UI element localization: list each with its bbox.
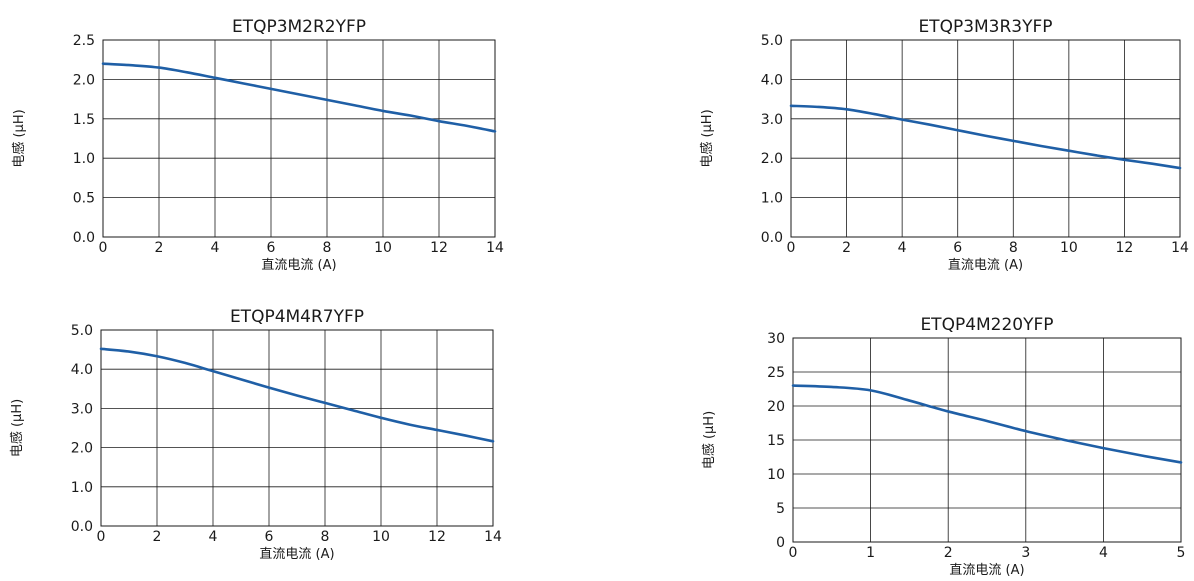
x-tick-label: 8 [1009, 240, 1018, 256]
y-axis-label: 电感 (µH) [699, 109, 715, 167]
y-tick-label: 2.5 [73, 33, 95, 49]
x-tick-label: 1 [866, 545, 875, 561]
chart-svg: ETQP4M220YFP 0 1 2 3 4 5 0 5 10 15 20 25 30 直流电流 (A) 电感… [701, 315, 1186, 578]
x-tick-label: 8 [323, 240, 332, 256]
x-tick-label: 14 [484, 529, 502, 545]
chart-title: ETQP3M3R3YFP [918, 17, 1052, 37]
chart-etqp4m220yfp: ETQP4M220YFP 0 1 2 3 4 5 0 5 10 15 20 25 30 直流电流 (A) 电感… [597, 288, 1194, 578]
y-tick-label: 1.0 [761, 191, 783, 207]
x-tick-label: 12 [1116, 240, 1134, 256]
y-tick-label: 2.0 [761, 151, 783, 167]
chart-svg: ETQP3M2R2YFP 0 2 4 6 8 10 12 14 0.0 0.5 1.0 1.5 2.0 2.… [11, 17, 504, 273]
y-tick-label: 3.0 [71, 401, 93, 417]
plot-frame [100, 329, 494, 527]
y-tick-label: 20 [767, 399, 785, 415]
y-axis-label: 电感 (µH) [701, 411, 717, 469]
y-tick-label: 3.0 [761, 112, 783, 128]
x-tick-label: 8 [321, 529, 330, 545]
chart-svg: ETQP4M4R7YFP 0 2 4 6 8 10 12 14 0.0 1.0 2.0 3.0 4.0 5.… [9, 307, 502, 562]
series-line [99, 347, 495, 443]
x-tick-label: 10 [372, 529, 390, 545]
y-tick-label: 0.0 [73, 230, 95, 246]
y-tick-label: 25 [767, 365, 785, 381]
y-tick-label: 10 [767, 467, 785, 483]
x-tick-label: 4 [209, 529, 218, 545]
x-tick-label: 0 [99, 240, 108, 256]
x-axis-label: 直流电流 (A) [261, 258, 336, 273]
y-tick-label: 1.0 [73, 151, 95, 167]
plot-frame [102, 39, 496, 238]
y-tick-label: 4.0 [761, 72, 783, 88]
x-tick-label: 2 [153, 529, 162, 545]
x-tick-label: 2 [842, 240, 851, 256]
x-tick-label: 0 [97, 529, 106, 545]
x-tick-label: 0 [789, 545, 798, 561]
y-tick-label: 0.0 [71, 519, 93, 535]
y-tick-label: 2.0 [73, 72, 95, 88]
x-axis-label: 直流电流 (A) [949, 563, 1024, 577]
x-tick-label: 5 [1177, 545, 1186, 561]
x-axis-label: 直流电流 (A) [948, 258, 1023, 273]
plot-frame [790, 39, 1181, 238]
x-tick-label: 4 [898, 240, 907, 256]
x-tick-label: 10 [1060, 240, 1078, 256]
y-tick-label: 4.0 [71, 362, 93, 378]
x-axis-label: 直流电流 (A) [259, 547, 334, 562]
y-tick-label: 1.0 [71, 480, 93, 496]
y-axis-label: 电感 (µH) [11, 109, 27, 167]
plot-frame [792, 337, 1182, 543]
x-tick-label: 10 [374, 240, 392, 256]
x-tick-label: 0 [787, 240, 796, 256]
x-tick-label: 2 [155, 240, 164, 256]
y-tick-label: 0 [776, 535, 785, 551]
series-line [789, 104, 1182, 170]
chart-svg: ETQP3M3R3YFP 0 2 4 6 8 10 12 14 0.0 1.0 2.0 3.0 4.0 5.… [699, 17, 1189, 273]
y-tick-label: 5.0 [761, 33, 783, 49]
y-tick-label: 15 [767, 433, 785, 449]
y-tick-label: 1.5 [73, 112, 95, 128]
x-tick-label: 4 [1099, 545, 1108, 561]
x-tick-label: 2 [944, 545, 953, 561]
y-tick-label: 5 [776, 501, 785, 517]
x-tick-label: 6 [953, 240, 962, 256]
x-tick-label: 6 [265, 529, 274, 545]
y-axis-label: 电感 (µH) [9, 399, 25, 457]
x-tick-label: 3 [1021, 545, 1030, 561]
x-tick-label: 14 [486, 240, 504, 256]
x-tick-label: 6 [267, 240, 276, 256]
y-tick-label: 5.0 [71, 323, 93, 339]
series-line [101, 62, 497, 133]
y-tick-label: 0.5 [73, 191, 95, 207]
chart-title: ETQP3M2R2YFP [232, 17, 366, 37]
chart-title: ETQP4M4R7YFP [230, 307, 364, 327]
x-tick-label: 4 [211, 240, 220, 256]
series-line [791, 384, 1183, 464]
y-tick-label: 2.0 [71, 441, 93, 457]
y-tick-label: 30 [767, 331, 785, 347]
chart-title: ETQP4M220YFP [920, 315, 1053, 335]
chart-etqp3m3r3yfp: ETQP3M3R3YFP 0 2 4 6 8 10 12 14 0.0 1.0 2.0 3.0 4.0 5.… [597, 0, 1194, 288]
x-tick-label: 12 [428, 529, 446, 545]
chart-etqp4m4r7yfp: ETQP4M4R7YFP 0 2 4 6 8 10 12 14 0.0 1.0 2.0 3.0 4.0 5.… [0, 288, 597, 577]
x-tick-label: 14 [1171, 240, 1189, 256]
chart-etqp3m2r2yfp: ETQP3M2R2YFP 0 2 4 6 8 10 12 14 0.0 0.5 1.0 1.5 2.0 2.… [0, 0, 597, 288]
x-tick-label: 12 [430, 240, 448, 256]
y-tick-label: 0.0 [761, 230, 783, 246]
